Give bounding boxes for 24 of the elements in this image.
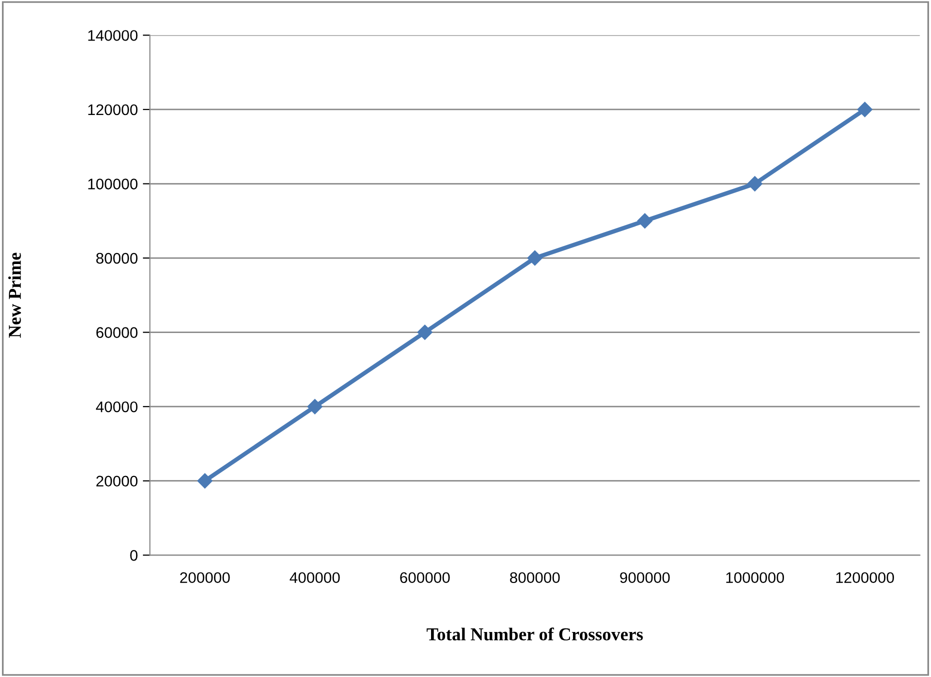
x-tick-label: 1200000 [836,572,894,584]
point [307,399,322,414]
point [197,473,212,488]
y-axis-title: New Prime [8,252,21,338]
point [747,176,762,192]
x-tick-label: 800000 [510,572,560,584]
point [417,324,432,340]
point [857,102,872,118]
x-tick-label: 900000 [620,572,670,584]
y-tick-label: 60000 [96,327,138,338]
x-tick-label: 600000 [400,572,450,584]
x-tick-label: 200000 [180,572,230,584]
x-axis-title: Total Number of Crossovers [426,628,643,640]
point [527,250,542,266]
y-tick-label: 80000 [96,252,138,264]
x-tick-label: 1000000 [726,572,784,584]
y-tick-label: 20000 [96,476,138,487]
y-tick-label: 140000 [88,30,138,41]
y-tick-label: 0 [130,550,138,561]
y-tick-label: 120000 [88,104,138,116]
y-tick-label: 40000 [96,401,138,412]
point [637,213,652,228]
x-tick-label: 400000 [290,572,340,584]
y-tick-label: 100000 [88,178,138,190]
